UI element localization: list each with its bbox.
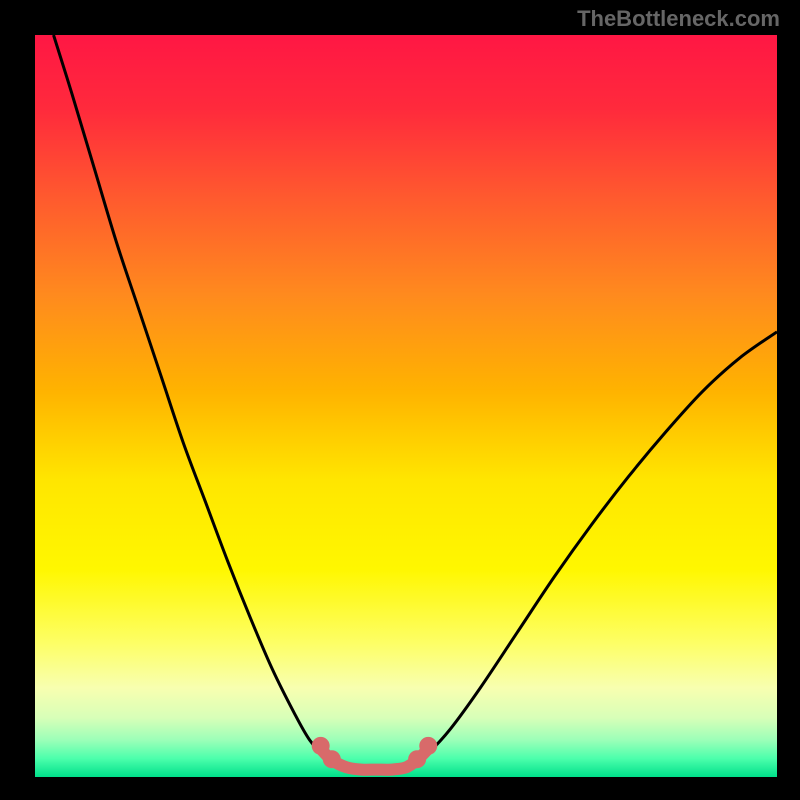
chart-plot-area (35, 35, 777, 777)
attribution-text: TheBottleneck.com (577, 6, 780, 32)
series-bottleneck-curve-right (399, 332, 777, 770)
valley-marker (323, 750, 341, 768)
valley-marker (419, 737, 437, 755)
chart-svg (35, 35, 777, 777)
series-bottleneck-curve-left (54, 35, 355, 770)
